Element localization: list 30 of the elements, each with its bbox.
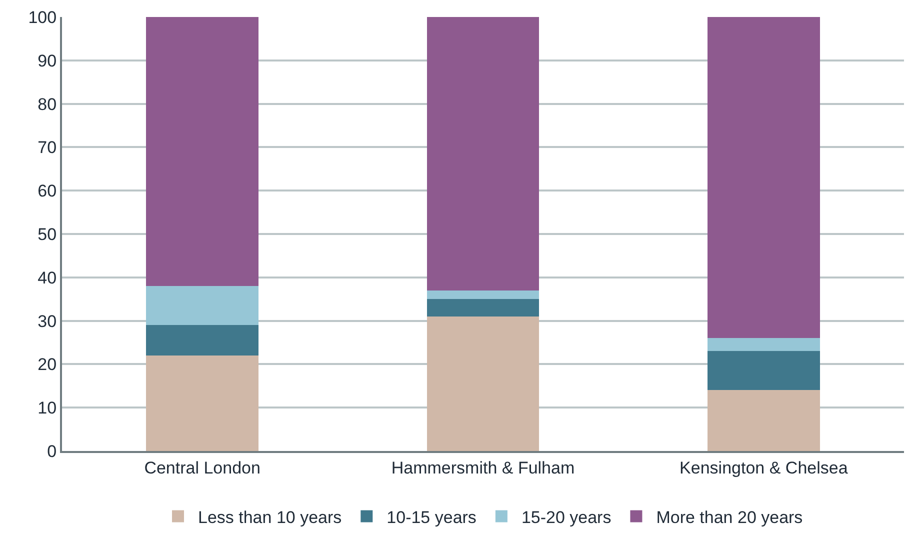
y-tick-label: 50 (38, 224, 57, 244)
y-tick-label: 40 (38, 268, 57, 288)
bar (426, 290, 540, 300)
legend-label: Less than 10 years (198, 508, 342, 527)
x-tick-label: Kensington & Chelsea (680, 458, 848, 478)
y-tick-label: 60 (38, 182, 57, 201)
x-tick-label: Hammersmith & Fulham (391, 458, 575, 478)
bar (708, 390, 820, 451)
y-tick-label: 80 (38, 94, 57, 114)
legend-label: 15-20 years (521, 508, 612, 527)
bar (708, 338, 820, 352)
y-tick-label: 30 (38, 312, 57, 331)
y-tick-label: 70 (38, 138, 57, 158)
y-tick-label: 20 (38, 355, 57, 374)
y-tick-label: 0 (47, 442, 57, 461)
bar (146, 356, 258, 451)
legend-label: More than 20 years (656, 508, 803, 527)
y-tick-label: 10 (38, 398, 57, 418)
y-tick-label: 90 (38, 51, 57, 70)
bar (146, 17, 258, 286)
bar (708, 351, 820, 390)
bar (426, 17, 540, 290)
bar (146, 325, 258, 356)
bar (146, 286, 258, 326)
bar (708, 17, 820, 338)
bar (426, 299, 540, 316)
legend-label: 10-15 years (386, 508, 476, 527)
x-tick-label: Central London (144, 458, 260, 478)
bar (426, 316, 540, 451)
y-tick-label: 100 (28, 8, 57, 27)
